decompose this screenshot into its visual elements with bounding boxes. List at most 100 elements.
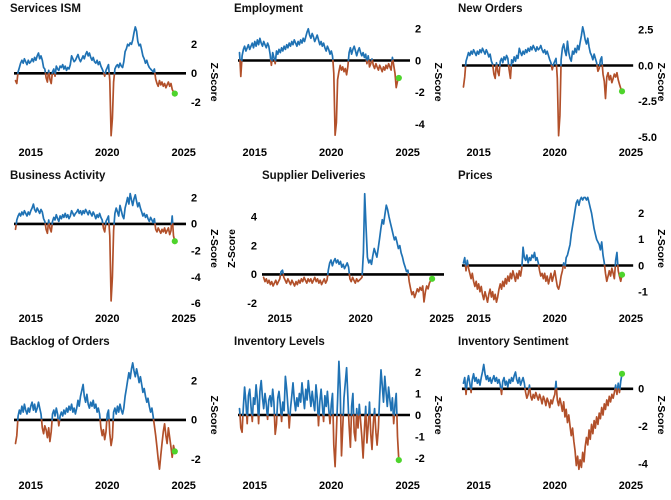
- series-segment-positive: [495, 61, 498, 67]
- chart-supplier-deliveries: Supplier Deliveries 4 2 0 -2 Z-Score 2015 2020…: [224, 167, 454, 333]
- series-segment-negative: [273, 59, 277, 65]
- series-segment-positive: [240, 37, 272, 62]
- series-segment-positive: [113, 26, 156, 75]
- series-segment-negative: [371, 59, 393, 73]
- x-tick-label: 2025: [171, 480, 195, 492]
- series-segment-negative: [499, 387, 503, 396]
- series-segment-negative: [603, 264, 617, 283]
- series-segment-negative: [352, 414, 358, 442]
- series-segment-positive: [281, 375, 290, 416]
- series-segment-negative: [57, 419, 61, 427]
- chart-title: Employment: [234, 3, 304, 15]
- y-tick-label: -5.0: [638, 132, 657, 144]
- y-tick-label: 0: [415, 55, 421, 67]
- x-tick-label: 2025: [619, 147, 643, 159]
- series-segment-negative: [322, 414, 325, 423]
- series-segment-positive: [258, 379, 269, 416]
- series-segment-negative: [374, 414, 380, 446]
- y-axis-label: Z-Score: [208, 395, 220, 434]
- series-segment-negative: [469, 387, 473, 394]
- series-segment-positive: [614, 384, 617, 390]
- chart-backlog-of-orders: Backlog of Orders 2 0 -2 Z-Score 2015 2020 202…: [0, 333, 224, 500]
- x-tick-label: 2020: [543, 480, 567, 492]
- series-segment-negative: [359, 414, 367, 459]
- y-tick-label: -2: [191, 454, 201, 466]
- series-segment-negative: [154, 223, 173, 236]
- series-segment-negative: [392, 59, 400, 89]
- series-segment-negative: [239, 59, 243, 78]
- series-segment-negative: [108, 72, 116, 137]
- series-segment-positive: [616, 382, 620, 390]
- series-segment-negative: [14, 419, 19, 445]
- y-tick-label: 0: [191, 68, 197, 80]
- series-segment-negative: [369, 414, 375, 451]
- chart-title: New Orders: [458, 3, 523, 15]
- x-tick-label: 2025: [619, 480, 643, 492]
- y-axis-label: Z-Score: [227, 229, 238, 268]
- series-segment-negative: [524, 387, 530, 400]
- series-segment-negative: [48, 223, 54, 233]
- chart-new-orders: New Orders 2.5 0.0 -2.5 -5.0 Z-Score 2015 2020…: [448, 0, 671, 167]
- x-tick-label: 2020: [95, 480, 119, 492]
- y-tick-label: 0: [415, 410, 421, 422]
- series-segment-positive: [357, 403, 361, 416]
- chart-title: Services ISM: [10, 3, 81, 15]
- y-tick-label: -6: [191, 298, 201, 310]
- series-segment-positive: [462, 256, 467, 267]
- series-segment-negative: [108, 223, 115, 302]
- series-segment-positive: [336, 360, 342, 416]
- series-segment-negative: [53, 72, 57, 78]
- series-segment-negative: [245, 414, 249, 425]
- y-tick-label: -2: [415, 87, 425, 99]
- series-segment-negative: [467, 264, 523, 304]
- series-segment-positive: [521, 246, 540, 267]
- series-segment-positive: [364, 405, 367, 416]
- series-segment-positive: [58, 383, 102, 421]
- chart-services-ism: Services ISM 2 0 -2 Z-Score 2015 2020 2025: [0, 0, 224, 167]
- series-segment-positive: [104, 63, 111, 75]
- series-segment-positive: [552, 57, 558, 67]
- series-segment-positive: [238, 51, 241, 62]
- latest-value-dot: [618, 370, 626, 377]
- series-segment-positive: [47, 69, 50, 75]
- series-segment-negative: [347, 414, 353, 449]
- chart-title: Inventory Levels: [234, 336, 325, 348]
- series-segment-negative: [282, 273, 329, 287]
- series-segment-negative: [528, 387, 557, 409]
- series-segment-negative: [287, 414, 291, 429]
- series-segment-positive: [554, 380, 558, 390]
- series-segment-positive: [393, 392, 398, 416]
- series-segment-positive: [465, 259, 469, 267]
- series-segment-positive: [54, 50, 105, 75]
- y-axis-label: Z-Score: [208, 62, 220, 101]
- y-tick-label: 2: [415, 24, 421, 36]
- y-axis-label: Z-Score: [432, 395, 444, 434]
- supplier-deliveries-plot: 4 2 0 -2 Z-Score 2015 2020 2025: [227, 192, 454, 325]
- y-tick-label: 2: [415, 367, 421, 379]
- series-segment-positive: [112, 362, 155, 421]
- series-segment-positive: [501, 371, 526, 390]
- series-segment-negative: [328, 414, 332, 425]
- series-segment-positive: [105, 409, 110, 421]
- series-segment-positive: [326, 257, 351, 276]
- series-segment-positive: [361, 192, 410, 276]
- prices-plot: 2 1 0 -1 Z-Score 2015 2020 2025: [461, 196, 666, 325]
- series-segment-positive: [289, 379, 319, 416]
- series-segment-negative: [257, 414, 260, 425]
- y-tick-label: -2.5: [638, 96, 657, 108]
- series-segment-negative: [14, 223, 18, 231]
- y-tick-label: -2: [191, 97, 201, 109]
- chart-title: Inventory Sentiment: [458, 336, 569, 348]
- series-segment-positive: [104, 215, 110, 225]
- series-segment-positive: [499, 54, 510, 67]
- latest-value-dot: [395, 74, 402, 82]
- employment-plot: 2 0 -2 -4 Z-Score 2015 2020 2025: [238, 24, 444, 159]
- series-segment-negative: [40, 419, 53, 443]
- series-segment-negative: [356, 414, 360, 429]
- series-segment-negative: [555, 387, 616, 471]
- series-segment-positive: [391, 56, 394, 62]
- series-segment-positive: [170, 215, 174, 225]
- series-segment-negative: [601, 64, 623, 100]
- y-axis-label: Z-Score: [655, 62, 666, 101]
- services-ism-plot: 2 0 -2 Z-Score 2015 2020 2025: [14, 26, 220, 159]
